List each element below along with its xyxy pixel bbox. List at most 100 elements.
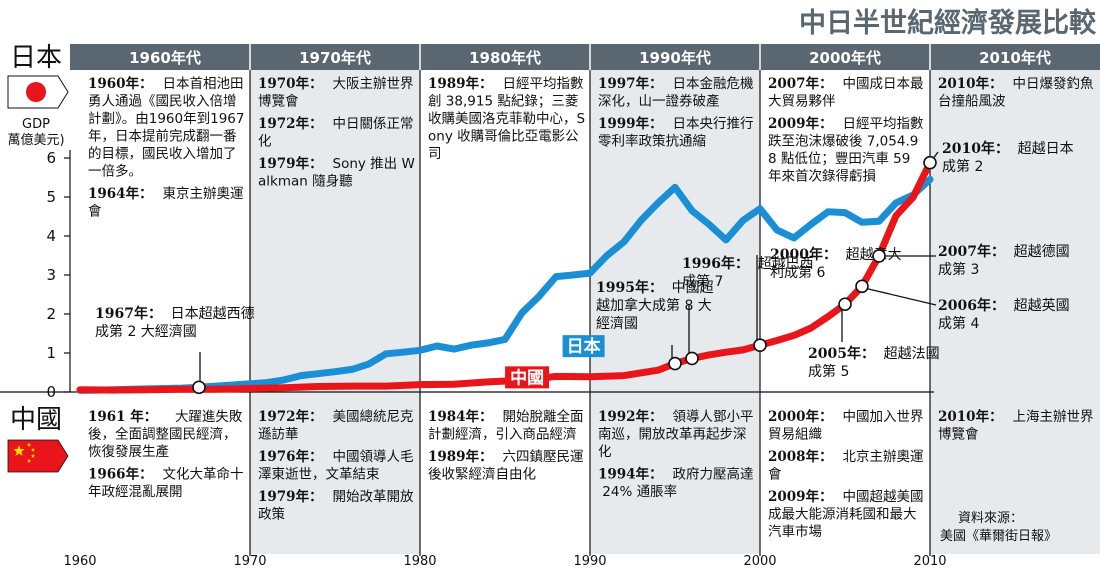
decade-bands: 1960年代 1970年代 1980年代 1990年代 2000年代 2010年代 — [70, 44, 1100, 556]
event-year: 1961 年： — [88, 408, 157, 425]
milestone-connector — [859, 286, 937, 306]
event-text: 開始改革開放政策 — [258, 489, 414, 523]
event-text: 中日關係正常化 — [258, 116, 414, 150]
series-line-china — [76, 159, 934, 394]
event-year: 1976年： — [258, 448, 323, 465]
milestone-label: 超越巴西成第 7 — [682, 256, 814, 290]
event-text: 中國領導人毛澤東逝世，文革結束 — [258, 448, 414, 483]
japan-inline-label: 日本 — [567, 336, 601, 357]
china-flag-icon — [7, 439, 69, 473]
x-tick-label: 1980 — [403, 554, 436, 569]
milestone-marker — [753, 338, 767, 353]
decade-header — [760, 44, 930, 70]
milestone-year: 2005年： — [808, 345, 875, 362]
decade-band — [420, 64, 590, 554]
china-flag-star-icon — [13, 445, 25, 456]
event-year: 1992年： — [598, 408, 663, 425]
event-year: 1989年： — [428, 448, 493, 465]
milestone-year: 2010年： — [942, 140, 1009, 157]
milestone-marker — [838, 297, 852, 312]
china-legend-label: 中國 — [10, 405, 62, 435]
event-year: 2010年： — [938, 408, 1003, 425]
japan-event-notes: 1960年： 日本首相池田勇人通過《國民收入倍增計劃》。由1960年到1967 年，… — [88, 75, 1094, 220]
event-year: 1970年： — [258, 75, 323, 92]
event-text: 中日爆發釣魚台撞船風波 — [938, 76, 1094, 110]
event-text: 中國加入世界貿易組織 — [768, 409, 924, 443]
event-year: 1972年： — [258, 408, 323, 425]
decade-label: 1980年代 — [469, 49, 541, 67]
chart-axes: 0 1 2 3 4 5 6 1960 1970 1980 1990 2000 2010 — [0, 149, 947, 569]
event-year: 1997年： — [598, 75, 663, 92]
milestone-label: 超越法國成第 5 — [808, 346, 940, 380]
event-year: 1960年： — [88, 75, 153, 92]
event-text: 上海主辦世界博覽會 — [938, 409, 1094, 443]
x-tick-label: 1970 — [233, 554, 266, 569]
event-year: 1989年： — [428, 75, 493, 92]
milestone-marker — [855, 279, 869, 294]
y-axis-unit-label: GDP 萬億美元) — [7, 117, 64, 148]
china-event-notes: 1961 年： 大躍進失敗後，全面調整國民經濟，恢復發展生產 1966年： 文化大革命… — [88, 408, 1094, 540]
source-label: 資料來源： — [958, 511, 1023, 526]
x-tick-label: 1990 — [573, 554, 606, 569]
milestone-year: 1996年： — [682, 255, 749, 272]
decade-label: 2010年代 — [979, 49, 1051, 67]
event-text: 大阪主辦世界博覽會 — [258, 76, 414, 110]
decade-label: 2000年代 — [809, 49, 881, 67]
x-tick-label: 2000 — [743, 554, 776, 569]
milestone-label: 中國超越加拿大成第 8 大經濟國 — [596, 280, 714, 332]
event-text: 日本央行推行零利率政策抗通縮 — [598, 116, 754, 150]
y-tick-label: 5 — [46, 188, 56, 206]
japan-inline-label-box — [562, 335, 605, 358]
event-year: 1979年： — [258, 155, 323, 172]
event-text: 開始脫離全面計劃經濟，引入商品經濟 — [428, 408, 584, 443]
event-year: 2010年： — [938, 75, 1003, 92]
y-tick-label: 6 — [46, 149, 56, 167]
event-year: 1984年： — [428, 408, 493, 425]
event-year: 2009年： — [768, 488, 833, 505]
event-year: 2009年： — [768, 115, 833, 132]
event-text: 北京主辦奧運會 — [768, 449, 924, 483]
event-text: 中國成日本最大貿易夥伴 — [768, 76, 924, 110]
event-text: 六四鎮壓民運後收緊經濟自由化 — [428, 449, 584, 483]
event-text: 日經平均指數創 38,915 點紀錄；三菱收購美國洛克菲勒中心，S ony 收購哥… — [428, 76, 585, 162]
decade-label: 1970年代 — [299, 49, 371, 67]
y-tick-label: 1 — [46, 344, 56, 362]
event-text: 美國總統尼克遜訪華 — [258, 408, 414, 443]
event-text: 中國超越美國成最大能源消耗國和最大汽車市場 — [768, 489, 924, 540]
event-text: 東京主辦奧運會 — [88, 186, 244, 220]
source-value: 美國《華爾街日報》 — [940, 529, 1057, 544]
decade-label: 1960年代 — [129, 49, 201, 67]
milestone-marker — [685, 351, 699, 366]
milestone-label: 超越日本成第 2 — [942, 141, 1074, 175]
milestone-year: 2000年： — [770, 246, 837, 263]
y-tick-label: 4 — [46, 227, 56, 245]
china-inline-label: 中國 — [510, 367, 544, 388]
japan-legend-label: 日本 — [10, 43, 62, 73]
china-flag-star-icon — [30, 447, 36, 452]
milestone-year: 1967年： — [95, 305, 162, 322]
event-text: 日本首相池田勇人通過《國民收入倍增計劃》。由1960年到1967 年，日本提前完成… — [88, 76, 244, 180]
milestone-annotations: 1967年： 日本超越西德成第 2 大經濟國 1995年： 中國超越加拿大成第 8 大… — [95, 140, 1074, 395]
event-text: 政府力壓高達 24% 通脹率 — [598, 466, 754, 501]
event-year: 1979年： — [258, 488, 323, 505]
decade-header — [590, 44, 760, 70]
x-tick-label: 1960 — [63, 554, 96, 569]
china-inline-label-box — [505, 366, 550, 389]
decade-label: 1990年代 — [639, 49, 711, 67]
milestone-year: 2007年： — [938, 243, 1005, 260]
event-text: 領導人鄧小平南巡，開放改革再起步深化 — [598, 408, 754, 460]
milestone-label: 超越英國成第 4 — [938, 297, 1070, 332]
event-year: 1964年： — [88, 185, 153, 202]
milestone-year: 1995年： — [596, 279, 663, 296]
event-year: 2007年： — [768, 75, 833, 92]
event-text: 日本金融危機深化，山一證券破產 — [598, 76, 754, 110]
header-lead — [70, 44, 80, 70]
milestone-label: 超越德國成第 3 — [938, 244, 1070, 278]
china-flag-star-icon — [26, 458, 32, 463]
y-tick-label: 0 — [46, 383, 56, 401]
event-text: 日經平均指數跌至泡沫爆破後 7,054.9 8 點低位；豐田汽車 59 年來首次錄… — [768, 116, 924, 185]
